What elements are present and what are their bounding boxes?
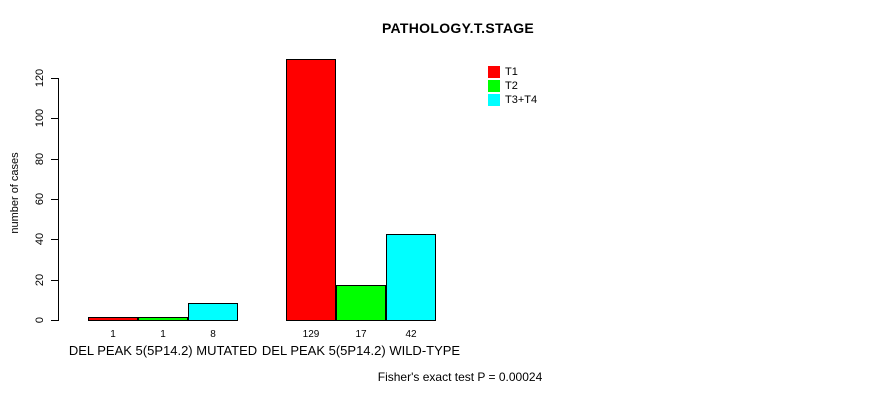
bar-value-label: 42 <box>405 329 417 340</box>
y-axis-tick-label: 80 <box>34 152 46 166</box>
legend-label: T2 <box>505 80 518 92</box>
y-axis-tick-label: 60 <box>34 192 46 206</box>
bar-value-label: 17 <box>355 329 367 340</box>
y-axis-tick <box>51 118 58 119</box>
y-axis-tick <box>51 320 58 321</box>
legend-swatch-t2 <box>488 80 500 92</box>
y-axis-tick <box>51 280 58 281</box>
bar-value-label: 1 <box>160 329 166 340</box>
bar-t2 <box>138 317 188 321</box>
legend-swatch-t1 <box>488 66 500 78</box>
bar-t3-t4 <box>386 234 436 321</box>
bar-t1 <box>286 59 336 321</box>
bar-value-label: 1 <box>110 329 116 340</box>
chart-title: PATHOLOGY.T.STAGE <box>381 20 535 36</box>
y-axis-tick-label: 100 <box>34 108 46 128</box>
y-axis-tick <box>51 159 58 160</box>
category-label: DEL PEAK 5(5P14.2) MUTATED <box>68 343 258 358</box>
y-axis-tick <box>51 239 58 240</box>
bar-t2 <box>336 285 386 321</box>
y-axis-tick-label: 20 <box>34 273 46 287</box>
legend-swatch-t3-t4 <box>488 94 500 106</box>
bar-t3-t4 <box>188 303 238 321</box>
legend-label: T1 <box>505 66 518 78</box>
bar-value-label: 129 <box>302 329 320 340</box>
stat-test-annotation: Fisher's exact test P = 0.00024 <box>377 370 543 384</box>
bar-value-label: 8 <box>210 329 216 340</box>
y-axis-line <box>58 78 59 321</box>
y-axis-tick-label: 0 <box>34 316 46 324</box>
category-label: DEL PEAK 5(5P14.2) WILD-TYPE <box>261 343 461 358</box>
y-axis-tick <box>51 78 58 79</box>
y-axis-tick <box>51 199 58 200</box>
y-axis-label: number of cases <box>9 152 21 234</box>
y-axis-tick-label: 40 <box>34 232 46 246</box>
legend-label: T3+T4 <box>505 94 538 106</box>
y-axis-tick-label: 120 <box>34 68 46 88</box>
bar-t1 <box>88 317 138 321</box>
